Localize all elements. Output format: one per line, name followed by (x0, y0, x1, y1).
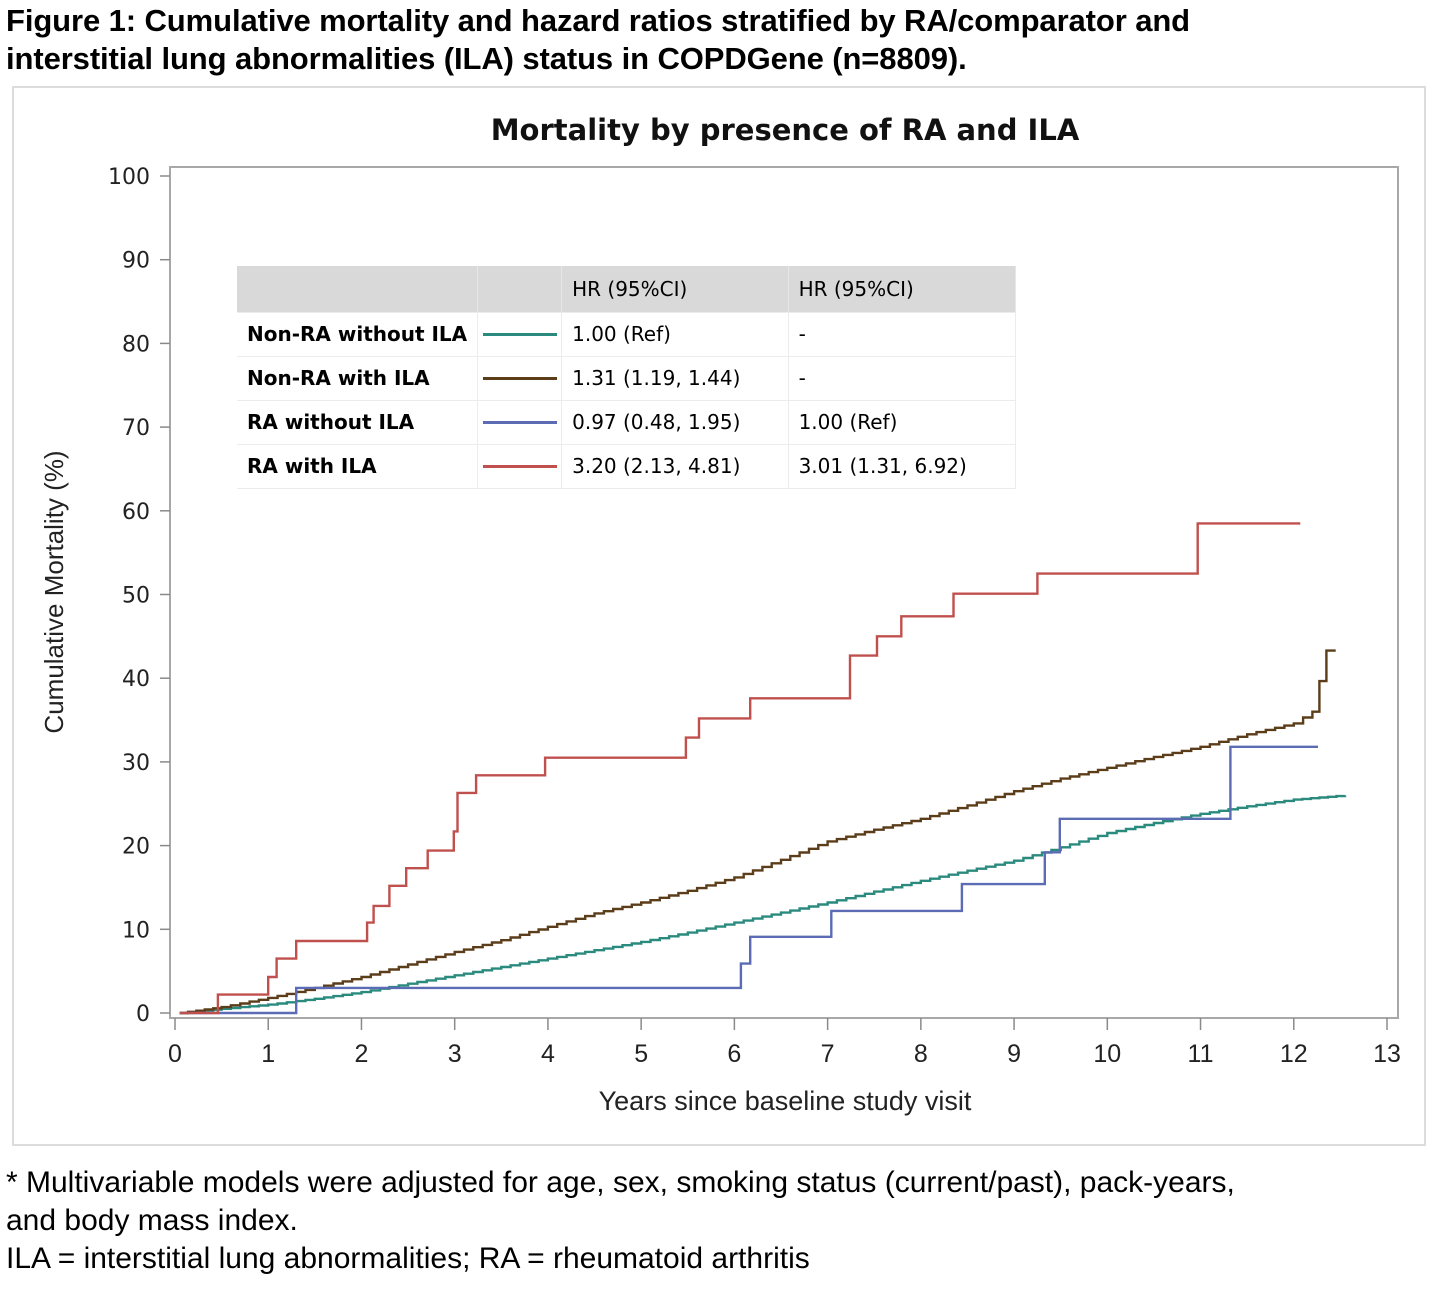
y-tick-label: 100 (108, 165, 150, 190)
y-tick-label: 0 (136, 1002, 150, 1027)
legend-header-swatch (477, 266, 563, 313)
legend-row: Non-RA without ILA 1.00 (Ref) - (237, 312, 1017, 357)
y-axis-label: Cumulative Mortality (%) (39, 450, 69, 733)
x-tick-label: 9 (1007, 1040, 1021, 1068)
x-tick-label: 12 (1280, 1040, 1308, 1068)
legend-hr-2: - (788, 356, 1017, 401)
legend-header-row: HR (95%CI) HR (95%CI) (237, 266, 1017, 313)
x-tick-label: 2 (355, 1040, 369, 1068)
legend-label: RA with ILA (237, 444, 479, 489)
legend-label: RA without ILA (237, 400, 479, 445)
legend-header-label (237, 266, 479, 313)
y-tick-label: 90 (122, 249, 150, 274)
x-tick-label: 11 (1188, 1040, 1214, 1068)
y-tick-label: 20 (122, 835, 150, 860)
x-tick-label: 0 (168, 1040, 182, 1068)
footnote-line-3: ILA = interstitial lung abnormalities; R… (6, 1242, 810, 1275)
legend-swatch-blue (482, 420, 557, 424)
y-tick-label: 50 (122, 584, 150, 609)
legend-row: RA without ILA 0.97 (0.48, 1.95) 1.00 (R… (237, 400, 1017, 445)
legend-swatch-brown (482, 376, 557, 380)
x-tick-label: 7 (821, 1040, 835, 1068)
legend-label: Non-RA without ILA (237, 312, 479, 357)
legend-hr-2: 3.01 (1.31, 6.92) (788, 444, 1017, 489)
legend-header-hr-2: HR (95%CI) (788, 266, 1017, 313)
x-tick-label: 5 (634, 1040, 648, 1068)
y-tick-label: 30 (122, 751, 150, 776)
legend-hr-2: 1.00 (Ref) (788, 400, 1017, 445)
x-axis-label: Years since baseline study visit (599, 1086, 972, 1116)
legend-hr-table: HR (95%CI) HR (95%CI) Non-RA without ILA… (237, 266, 1017, 489)
legend-swatch-red (482, 464, 557, 468)
footnote-line-1: * Multivariable models were adjusted for… (6, 1166, 1235, 1199)
legend-header-hr-1: HR (95%CI) (561, 266, 789, 313)
legend-hr-1: 0.97 (0.48, 1.95) (561, 400, 789, 445)
footnote-line-2: and body mass index. (6, 1204, 298, 1237)
x-tick-label: 6 (727, 1040, 741, 1068)
figure-title-line-2: interstitial lung abnormalities (ILA) st… (6, 41, 967, 76)
legend-hr-1: 1.00 (Ref) (561, 312, 789, 357)
series-ra-with-ila (179, 522, 1301, 1015)
y-tick-label: 60 (122, 500, 150, 525)
series-non-ra-without-ila (179, 794, 1347, 1015)
y-tick-label: 10 (122, 918, 150, 943)
legend-hr-2: - (788, 312, 1017, 357)
x-tick-label: 3 (448, 1040, 462, 1068)
y-axis: 0 10 20 30 40 50 60 70 80 90 100 (108, 165, 170, 1027)
figure-title-line-1: Figure 1: Cumulative mortality and hazar… (6, 3, 1191, 38)
figure-title: Figure 1: Cumulative mortality and hazar… (6, 2, 1436, 78)
footnote: * Multivariable models were adjusted for… (6, 1164, 1436, 1278)
x-tick-label: 8 (914, 1040, 928, 1068)
y-tick-label: 40 (122, 667, 150, 692)
series-group (179, 522, 1347, 1015)
legend-swatch-teal (482, 332, 557, 336)
x-tick-label: 13 (1373, 1040, 1401, 1068)
legend-row: Non-RA with ILA 1.31 (1.19, 1.44) - (237, 356, 1017, 401)
legend-hr-1: 3.20 (2.13, 4.81) (561, 444, 789, 489)
legend-label: Non-RA with ILA (237, 356, 479, 401)
y-tick-label: 80 (122, 332, 150, 357)
y-tick-label: 70 (122, 416, 150, 441)
series-ra-without-ila (179, 745, 1318, 1015)
chart-title: Mortality by presence of RA and ILA (491, 113, 1080, 147)
x-tick-label: 4 (541, 1040, 555, 1068)
x-tick-label: 10 (1093, 1040, 1121, 1068)
series-non-ra-with-ila (179, 649, 1336, 1015)
x-tick-label: 1 (261, 1040, 275, 1068)
legend-row: RA with ILA 3.20 (2.13, 4.81) 3.01 (1.31… (237, 444, 1017, 489)
legend-hr-1: 1.31 (1.19, 1.44) (561, 356, 789, 401)
x-axis: 0 1 2 3 4 5 6 7 8 9 10 11 12 13 (168, 1018, 1401, 1068)
